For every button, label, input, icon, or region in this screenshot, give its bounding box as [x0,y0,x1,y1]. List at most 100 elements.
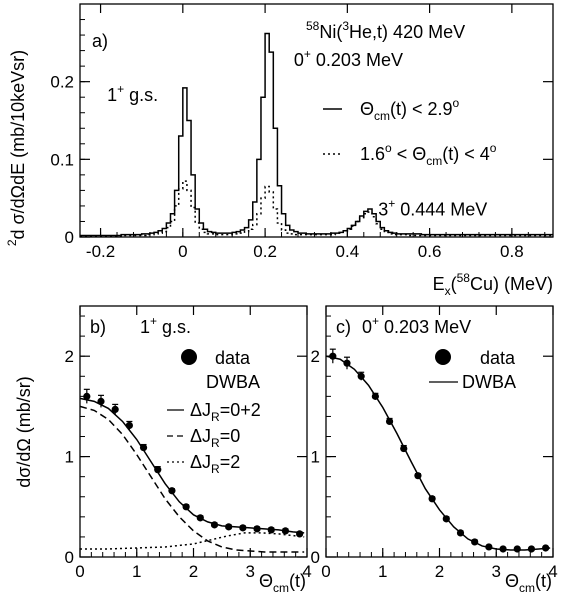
data-point [527,545,536,553]
data-point [182,503,190,511]
x-tick-label: 4 [302,562,311,581]
x-tick-label: 2 [189,562,198,581]
x-tick-label: 3 [246,562,255,581]
data-point [210,521,219,529]
panel-a-y-ticks: 0 0.1 0.2 [50,3,553,247]
data-point [267,526,275,534]
panel-b-legend-solid-text: ΔJR=0+2 [190,400,261,424]
series-line-0 [325,355,551,551]
panel-b-legend-dashed-text: ΔJR=0 [190,426,240,450]
data-point [428,495,436,503]
y-tick-label: 1 [65,448,74,467]
panel-c-x-axis-label: Θcm(t) [505,571,552,592]
y-tick-label: 0 [65,228,74,247]
y-tick-label: 2 [311,347,320,366]
data-point [343,359,351,367]
data-point [239,524,247,532]
panel-c-label: c) [336,317,351,337]
data-point [485,543,493,551]
data-point [400,444,408,453]
legend-dotted-text: 1.6o < Θcm(t) < 4o [360,141,497,168]
legend-solid-text: Θcm(t) < 2.9o [360,96,460,123]
data-point [196,514,204,522]
x-tick-label: 4 [548,562,557,581]
y-tick-label: 0 [311,548,320,567]
x-tick-label: 0.6 [418,242,442,261]
data-point [385,417,394,426]
series-line-1 [80,180,553,237]
x-tick-label: -0.2 [86,242,115,261]
data-point [371,392,379,400]
data-point [456,529,465,537]
data-point [154,466,162,474]
y-tick-label: 1 [311,448,320,467]
panel-c: 0 1 2 3 4 0 1 2 c) 0+ 0.203 MeV data DWBA Θcm(… [311,305,558,592]
data-point [97,397,105,405]
panel-a-reaction: 58Ni(3He,t) 420 MeV [306,19,465,42]
annotation-0plus-state: 0+ 0.203 MeV [294,47,403,70]
panel-b-x-ticks: 0 1 2 3 4 [75,306,312,581]
data-point [471,538,479,546]
panel-b-legend-dotted-text: ΔJR=2 [190,452,240,476]
panel-b-legend-data-marker [181,349,197,365]
annotation-ground-state: 1+ g.s. [107,82,158,105]
panel-b-legend-title: DWBA [206,372,260,392]
panel-b-legend-data-text: data [215,348,251,368]
panel-b-y-axis-label: dσ/dΩ (mb/sr) [14,376,34,488]
data-point [225,523,233,531]
panel-c-x-ticks: 0 1 2 3 4 [321,306,558,581]
x-tick-label: 0.2 [253,242,277,261]
series-line-2 [80,532,305,550]
data-point [139,443,148,452]
data-point [499,545,507,553]
panel-b-x-axis-label: Θcm(t) [259,571,306,592]
data-point [513,545,521,553]
panel-a-y-axis-label: 2d σ/dΩdE (mb/10keVsr) [5,50,28,246]
panel-b-data-points [83,388,304,538]
data-point [296,530,304,538]
x-tick-label: 1 [378,562,387,581]
y-tick-label: 0.1 [50,150,74,169]
panel-c-legend-data-text: data [480,348,516,368]
data-point [414,472,422,480]
panel-c-legend-line-text: DWBA [462,372,516,392]
panel-a: -0.2 0 0.2 0.4 0.6 0.8 0 0.1 0.2 a) 58Ni(3He,t)… [5,3,554,298]
y-tick-label: 0 [65,548,74,567]
panel-c-frame [325,305,554,558]
x-tick-label: 0.4 [336,242,360,261]
panel-c-data-points [329,348,550,553]
data-point [111,405,119,414]
data-point [442,515,450,523]
panel-c-curves [325,355,551,551]
data-point [329,352,337,360]
series-line-1 [79,405,305,553]
data-point [168,487,176,495]
x-tick-label: 1 [132,562,141,581]
panel-b-state: 1+ g.s. [140,314,191,337]
x-tick-label: 0 [321,562,330,581]
panel-a-frame [79,3,554,238]
y-tick-label: 2 [65,347,74,366]
panel-a-label: a) [92,31,108,51]
panel-b-label: b) [90,317,106,337]
data-point [357,372,365,380]
data-point [253,525,261,533]
data-point [125,421,133,430]
panel-a-histograms [80,32,553,237]
panel-b: 0 1 2 3 4 0 1 2 b) 1+ g.s. data DWBA ΔJR=0+2 Δ… [14,305,312,592]
panel-c-state: 0+ 0.203 MeV [362,314,471,337]
x-tick-label: 0 [75,562,84,581]
y-tick-label: 0.2 [50,73,74,92]
panel-a-x-ticks: -0.2 0 0.2 0.4 0.6 0.8 [86,4,546,261]
data-point [542,544,550,552]
data-point [83,392,91,400]
panel-a-x-axis-label: Ex(58Cu) (MeV) [433,271,553,298]
series-line-0 [80,32,553,237]
x-tick-label: 3 [492,562,501,581]
x-tick-label: 0.8 [500,242,524,261]
panel-c-legend-data-marker [435,349,451,365]
panel-c-y-ticks: 0 1 2 [311,315,553,567]
x-tick-label: 0 [178,242,187,261]
data-point [281,527,290,535]
annotation-3plus-state: 3+ 0.444 MeV [378,196,487,219]
